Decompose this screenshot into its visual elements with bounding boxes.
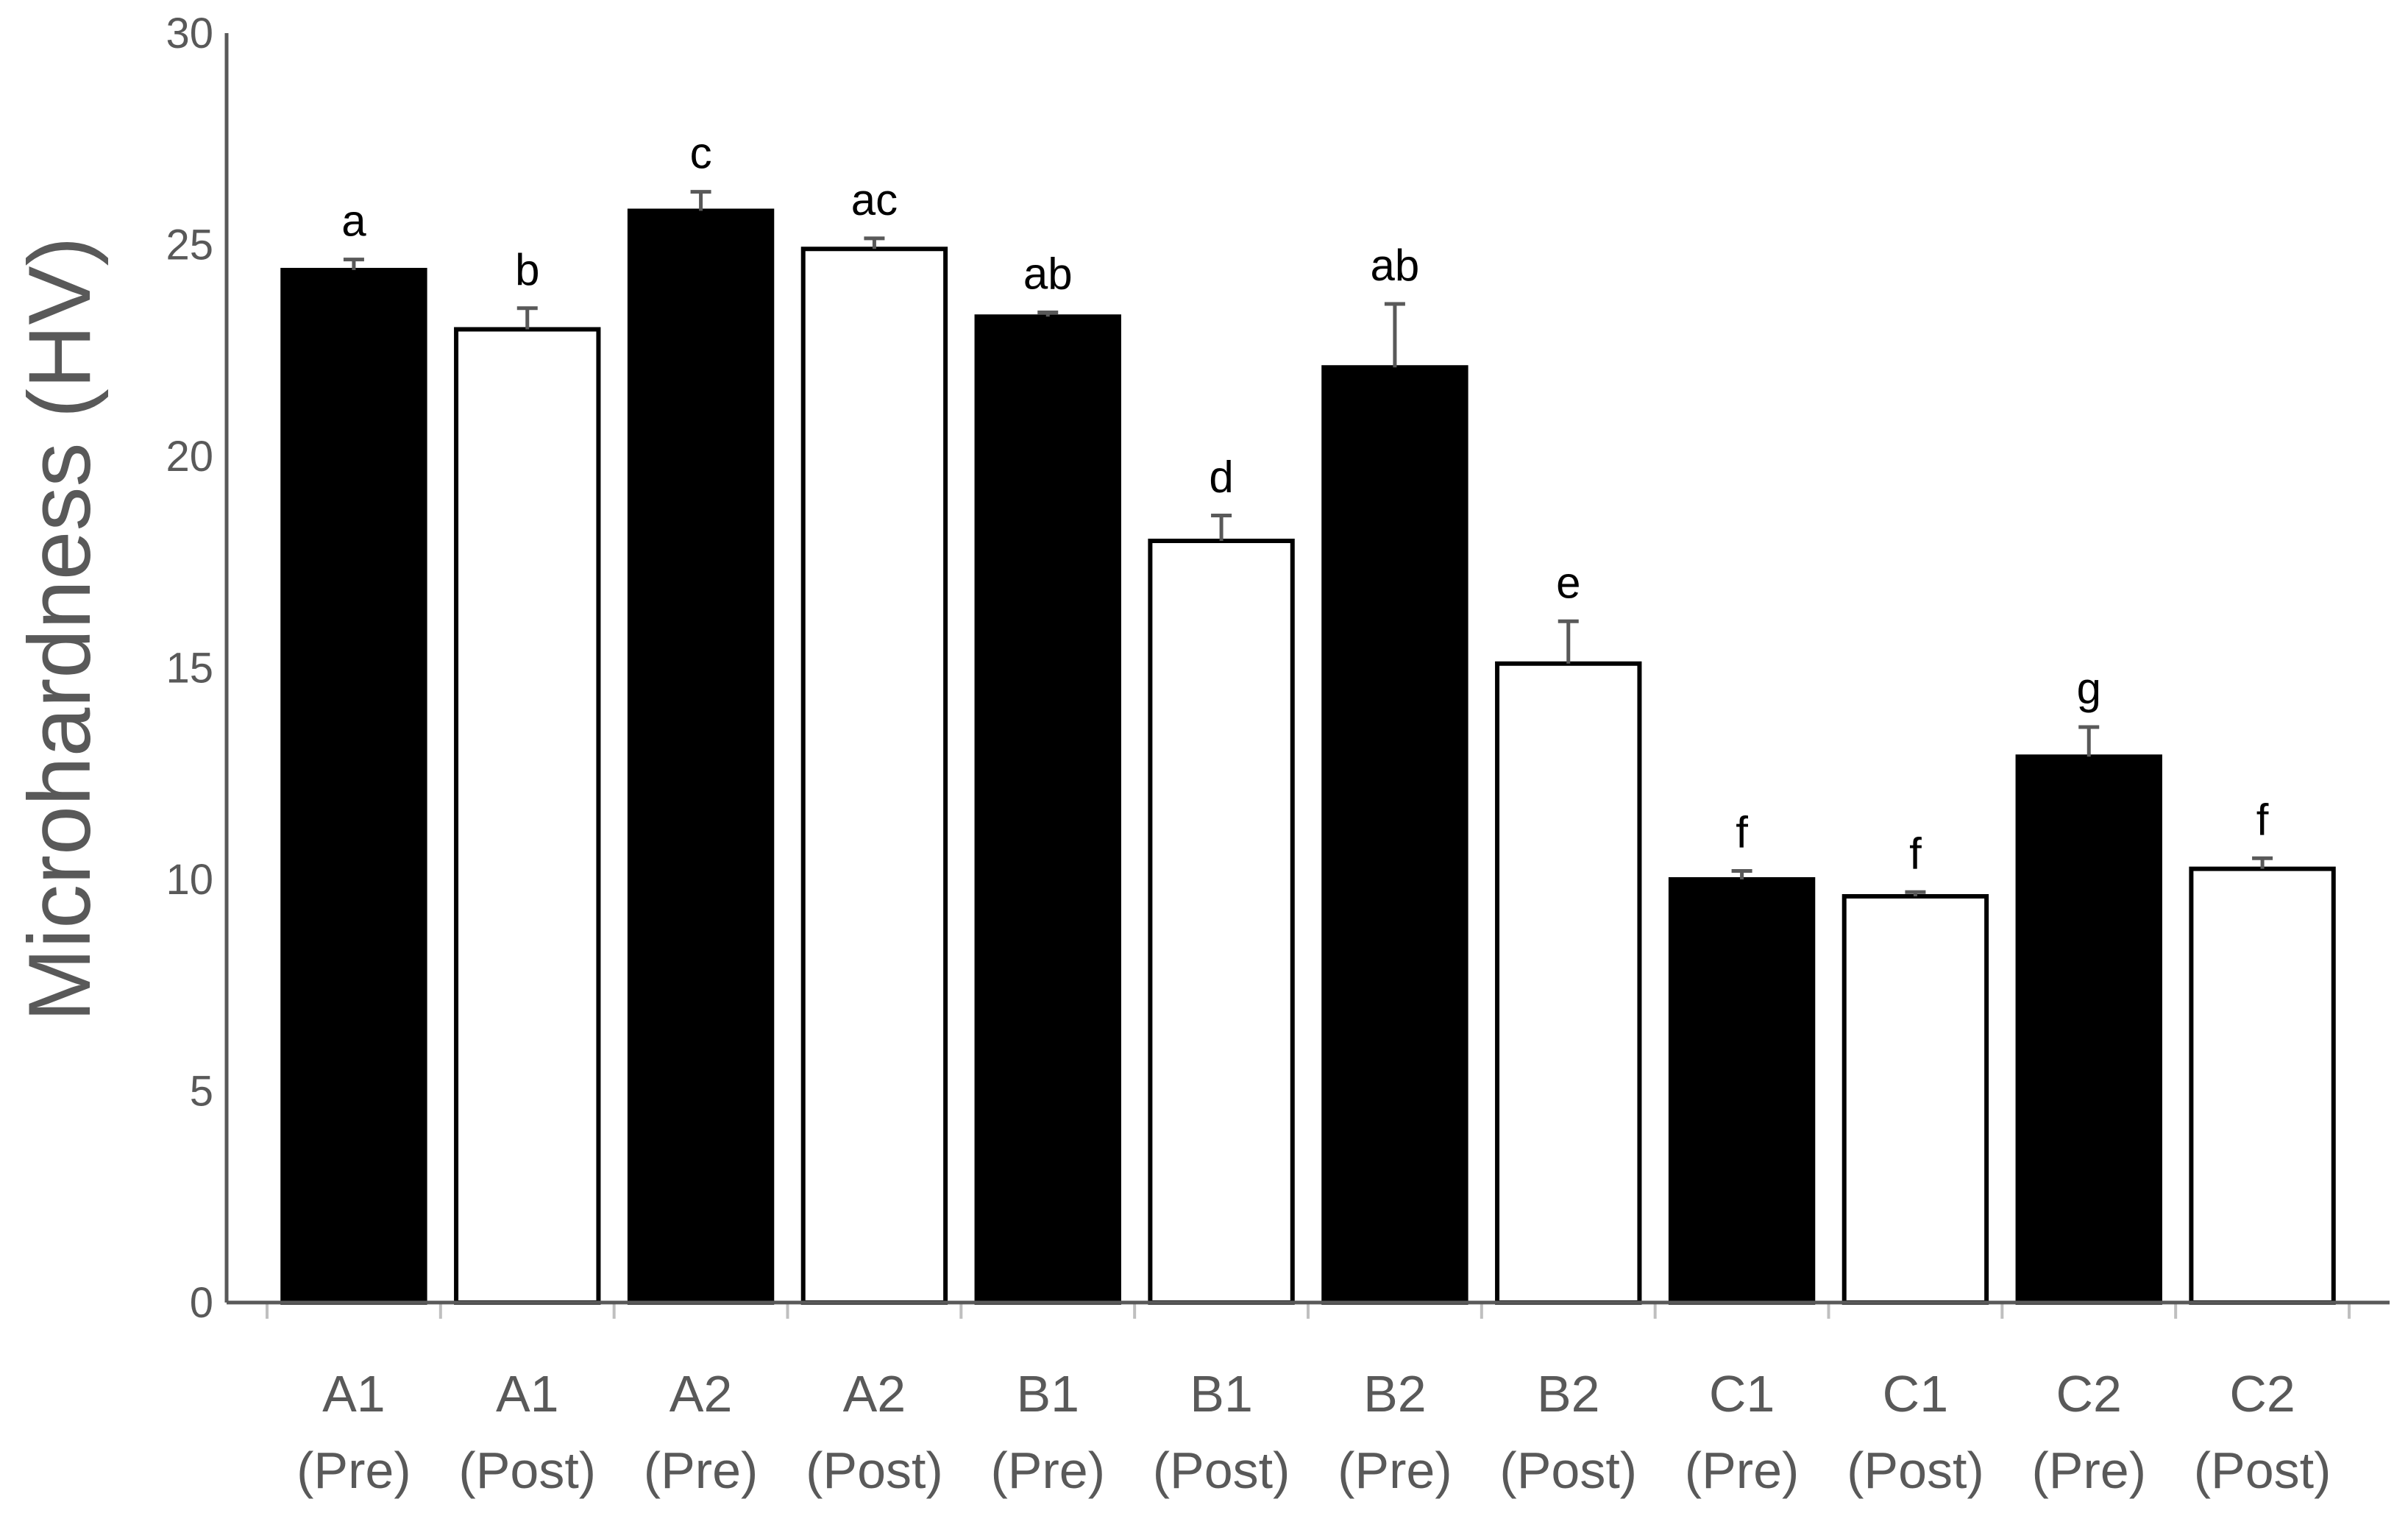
significance-label: a (341, 196, 366, 246)
significance-label: f (2256, 795, 2269, 844)
significance-label: e (1556, 558, 1580, 607)
x-tick-label-group: A2 (670, 1365, 733, 1422)
x-tick-label-group: A1 (496, 1365, 559, 1422)
bar (2189, 866, 2336, 1305)
x-tick-label-condition: (Post) (2194, 1442, 2331, 1499)
x-tick-label-group: A1 (322, 1365, 386, 1422)
x-tick-label-group: C2 (2229, 1365, 2295, 1422)
significance-label: f (1736, 808, 1748, 857)
bar (1321, 365, 1468, 1305)
x-tick-label-group: C2 (2056, 1365, 2122, 1422)
significance-label: g (2077, 664, 2101, 713)
x-tick-label-condition: (Post) (806, 1442, 943, 1499)
y-tick-label: 25 (166, 222, 213, 269)
bar (1148, 539, 1295, 1305)
significance-label: ab (1371, 241, 1420, 290)
bar (280, 268, 427, 1305)
x-tick-label-condition: (Pre) (644, 1442, 759, 1499)
y-axis-ticks: 0 5 10 15 20 25 30 (166, 10, 213, 1327)
x-axis-ticks: A1 (Pre) A1 (Post) A2 (Pre) A2 (Post) B1 (Pre) B1 (… (266, 1303, 2351, 1499)
x-tick-label-condition: (Post) (1153, 1442, 1290, 1499)
significance-label: f (1909, 829, 1922, 878)
x-tick-label-group: C1 (1883, 1365, 1948, 1422)
x-tick-label-condition: (Pre) (2031, 1442, 2146, 1499)
y-tick-label: 20 (166, 433, 213, 481)
y-tick-label: 15 (166, 645, 213, 692)
x-tick-label-group: B1 (1190, 1365, 1253, 1422)
x-tick-label-group: B2 (1537, 1365, 1600, 1422)
bar (1495, 661, 1642, 1305)
bar (2015, 754, 2162, 1305)
significance-label: ab (1023, 249, 1073, 299)
y-tick-label: 30 (166, 10, 213, 57)
significance-label: ac (851, 175, 898, 224)
bar (1668, 877, 1816, 1305)
significance-label: d (1209, 453, 1233, 502)
x-tick-label-group: A2 (843, 1365, 906, 1422)
bar (454, 327, 601, 1305)
x-tick-label-group: B1 (1016, 1365, 1079, 1422)
x-tick-label-condition: (Pre) (296, 1442, 411, 1499)
y-tick-label: 10 (166, 856, 213, 904)
bars-group (280, 208, 2336, 1305)
x-tick-label-condition: (Pre) (990, 1442, 1105, 1499)
error-bars-group (343, 190, 2273, 896)
significance-label: c (690, 129, 712, 178)
bar (974, 314, 1121, 1305)
x-tick-label-condition: (Post) (1499, 1442, 1637, 1499)
bar (1841, 894, 1989, 1305)
x-tick-label-condition: (Post) (1847, 1442, 1984, 1499)
bar (800, 247, 948, 1305)
y-tick-label: 0 (190, 1279, 213, 1327)
x-tick-label-condition: (Post) (458, 1442, 596, 1499)
y-axis-label: Microhardness (HV) (10, 237, 109, 1022)
x-tick-label-group: C1 (1709, 1365, 1775, 1422)
x-tick-label-condition: (Pre) (1338, 1442, 1452, 1499)
bar (627, 208, 775, 1305)
y-tick-label: 5 (190, 1068, 213, 1116)
x-tick-label-group: B2 (1363, 1365, 1427, 1422)
significance-label: b (515, 245, 539, 294)
x-tick-label-condition: (Pre) (1685, 1442, 1800, 1499)
